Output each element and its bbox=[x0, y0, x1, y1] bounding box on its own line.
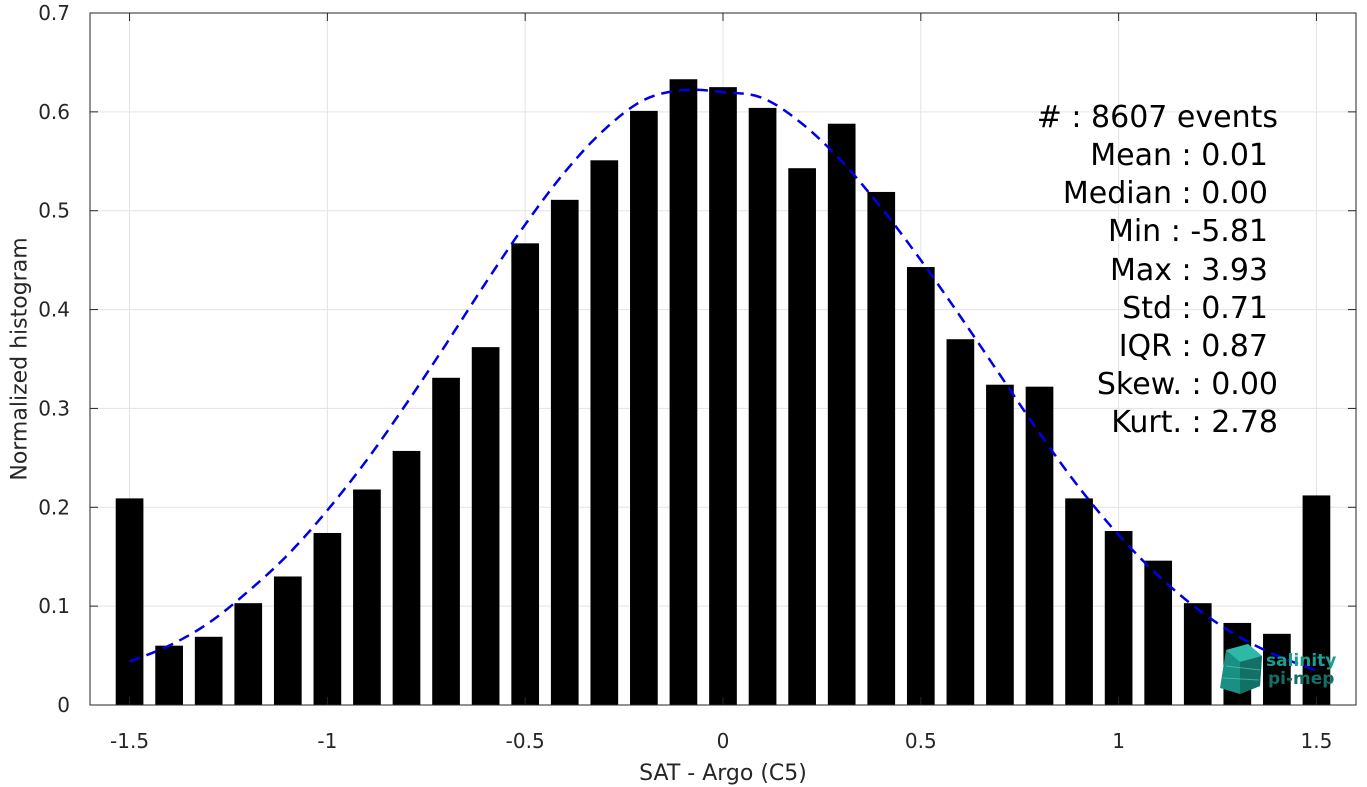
x-tick-label: 0.5 bbox=[905, 729, 937, 753]
histogram-bar bbox=[353, 489, 381, 705]
histogram-bar bbox=[906, 267, 935, 705]
histogram-bar bbox=[1104, 531, 1133, 705]
histogram-bar bbox=[748, 107, 777, 706]
x-axis-title: SAT - Argo (C5) bbox=[639, 761, 807, 786]
histogram-bar bbox=[155, 645, 183, 705]
logo-cube-icon bbox=[1220, 644, 1262, 694]
histogram-bar bbox=[273, 576, 302, 705]
histogram-bar bbox=[630, 110, 658, 705]
histogram-bar bbox=[946, 339, 975, 705]
stat-mean: Mean : 0.01 bbox=[1090, 138, 1268, 173]
histogram-bar bbox=[1025, 386, 1054, 705]
logo-line2: pi-mep bbox=[1268, 669, 1334, 689]
y-tick-label: 0.4 bbox=[38, 298, 70, 322]
x-tick-label: -1.5 bbox=[110, 729, 149, 753]
x-tick-label: -0.5 bbox=[506, 729, 545, 753]
y-tick-label: 0.6 bbox=[38, 100, 70, 124]
histogram-bar bbox=[590, 160, 619, 706]
histogram-bar bbox=[709, 87, 737, 705]
x-tick-label: 1 bbox=[1112, 729, 1125, 753]
x-axis-ticks: -1.5 -1 -0.5 0 0.5 1 1.5 bbox=[110, 13, 1332, 753]
y-tick-label: 0.5 bbox=[38, 199, 70, 223]
histogram-bar bbox=[1065, 498, 1093, 705]
histogram-bar bbox=[511, 243, 540, 705]
x-tick-label: 0 bbox=[717, 729, 730, 753]
histogram-bar bbox=[669, 79, 698, 706]
histogram-bar bbox=[986, 384, 1014, 705]
y-tick-label: 0.3 bbox=[38, 396, 70, 420]
stat-count: # : 8607 events bbox=[1037, 100, 1278, 135]
stat-min: Min : -5.81 bbox=[1108, 214, 1268, 249]
salinity-pimep-logo: salinity pi-mep bbox=[1220, 644, 1336, 694]
histogram-bar bbox=[827, 123, 856, 706]
y-tick-label: 0.7 bbox=[38, 1, 70, 25]
y-tick-label: 0 bbox=[57, 693, 70, 717]
x-tick-label: 1.5 bbox=[1301, 729, 1333, 753]
y-tick-label: 0.1 bbox=[38, 594, 70, 618]
histogram-bar bbox=[1302, 495, 1331, 705]
histogram-bar bbox=[392, 450, 421, 705]
histogram-bar bbox=[867, 191, 896, 706]
histogram-bar bbox=[1183, 603, 1212, 705]
fit-curve bbox=[129, 88, 1317, 672]
logo-line1: salinity bbox=[1266, 651, 1336, 671]
histogram-bar bbox=[194, 636, 223, 705]
stat-max: Max : 3.93 bbox=[1110, 253, 1268, 288]
x-tick-label: -1 bbox=[317, 729, 337, 753]
stat-kurt: Kurt. : 2.78 bbox=[1111, 405, 1278, 440]
stat-std: Std : 0.71 bbox=[1122, 291, 1268, 326]
histogram-bar bbox=[1263, 633, 1291, 705]
y-axis-ticks: 0 0.1 0.2 0.3 0.4 0.5 0.6 0.7 bbox=[38, 1, 1356, 717]
histogram-bar bbox=[788, 168, 816, 706]
histogram-bar bbox=[471, 347, 500, 705]
histogram-bar bbox=[313, 532, 342, 705]
y-axis-title: Normalized histogram bbox=[8, 237, 33, 480]
stat-skew: Skew. : 0.00 bbox=[1097, 367, 1278, 402]
histogram-bar bbox=[1144, 560, 1173, 705]
bars-group bbox=[115, 79, 1331, 706]
histogram-bar bbox=[550, 199, 579, 705]
histogram-bar bbox=[432, 377, 460, 705]
histogram-bar bbox=[234, 603, 263, 705]
stat-iqr: IQR : 0.87 bbox=[1119, 329, 1268, 364]
histogram-bar bbox=[115, 498, 144, 705]
stat-median: Median : 0.00 bbox=[1063, 176, 1268, 211]
y-tick-label: 0.2 bbox=[38, 495, 70, 519]
stats-annotation: # : 8607 events Mean : 0.01 Median : 0.0… bbox=[1037, 100, 1278, 440]
